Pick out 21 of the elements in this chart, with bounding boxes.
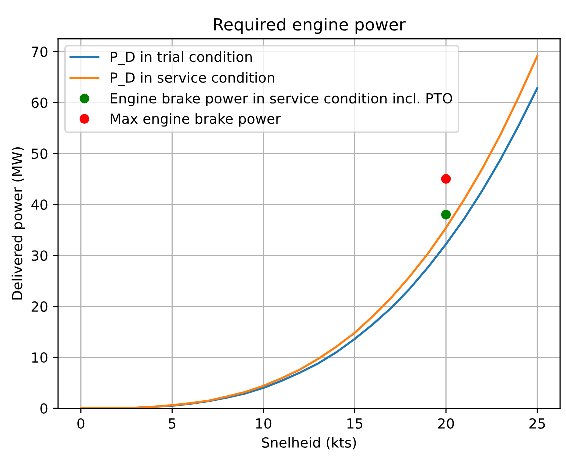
legend-label: P_D in trial condition: [111, 52, 252, 66]
chart-title: Required engine power: [214, 18, 406, 34]
y-tick-label: 20: [32, 302, 48, 312]
y-tick-label: 50: [32, 148, 48, 160]
x-tick-label: 5: [169, 418, 176, 429]
y-tick-label: 40: [32, 200, 48, 210]
x-tick-label: 20: [438, 418, 454, 429]
legend-label: P_D in service condition: [111, 72, 274, 86]
legend-label: Engine brake power in service condition incl. PTO: [111, 93, 452, 106]
y-tick-label: 0: [40, 403, 48, 414]
y-tick-label: 70: [32, 46, 48, 58]
y-tick-label: 60: [32, 98, 48, 108]
y-axis-title: Delivered power (MW): [12, 148, 26, 300]
x-tick-label: 15: [348, 418, 363, 429]
x-tick-label: 25: [530, 418, 546, 429]
y-tick-label: 30: [32, 250, 48, 262]
x-axis-title: Snelheid (kts): [262, 437, 356, 450]
y-tick-label: 10: [32, 352, 48, 364]
legend-label: Max engine brake power: [111, 113, 282, 127]
x-tick-label: 0: [78, 418, 85, 429]
x-tick-label: 10: [256, 418, 272, 429]
